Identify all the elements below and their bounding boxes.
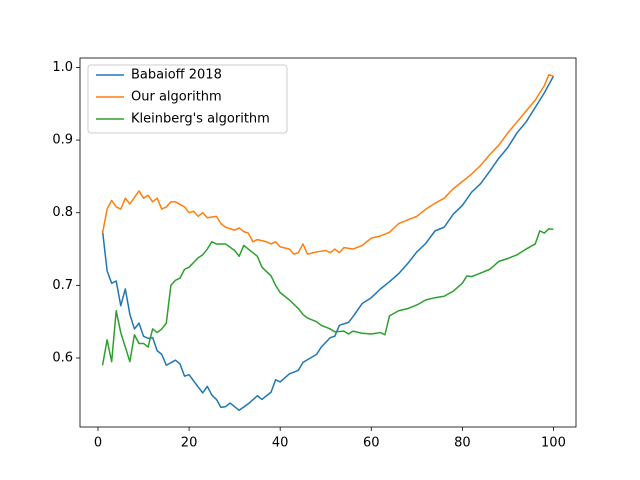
y-tick-label: 1.0 (52, 60, 73, 75)
series-line (101, 227, 554, 366)
y-tick-label: 0.8 (52, 205, 73, 220)
legend-box (87, 64, 288, 134)
x-tick-label: 0 (94, 436, 102, 451)
y-tick-label: 0.7 (52, 278, 73, 293)
y-tick-label: 0.6 (52, 350, 73, 365)
legend-label: Babaioff 2018 (131, 68, 222, 83)
x-tick-label: 60 (363, 436, 380, 451)
x-tick-label: 20 (181, 436, 198, 451)
x-tick-label: 100 (541, 436, 566, 451)
legend-label: Our algorithm (131, 90, 222, 105)
plot-frame (79, 57, 577, 428)
x-tick-label: 40 (272, 436, 289, 451)
x-tick-label: 80 (454, 436, 471, 451)
legend-label: Kleinberg's algorithm (131, 112, 270, 127)
series-line (101, 73, 554, 255)
series-line (101, 75, 555, 412)
y-tick-label: 0.9 (52, 133, 73, 148)
